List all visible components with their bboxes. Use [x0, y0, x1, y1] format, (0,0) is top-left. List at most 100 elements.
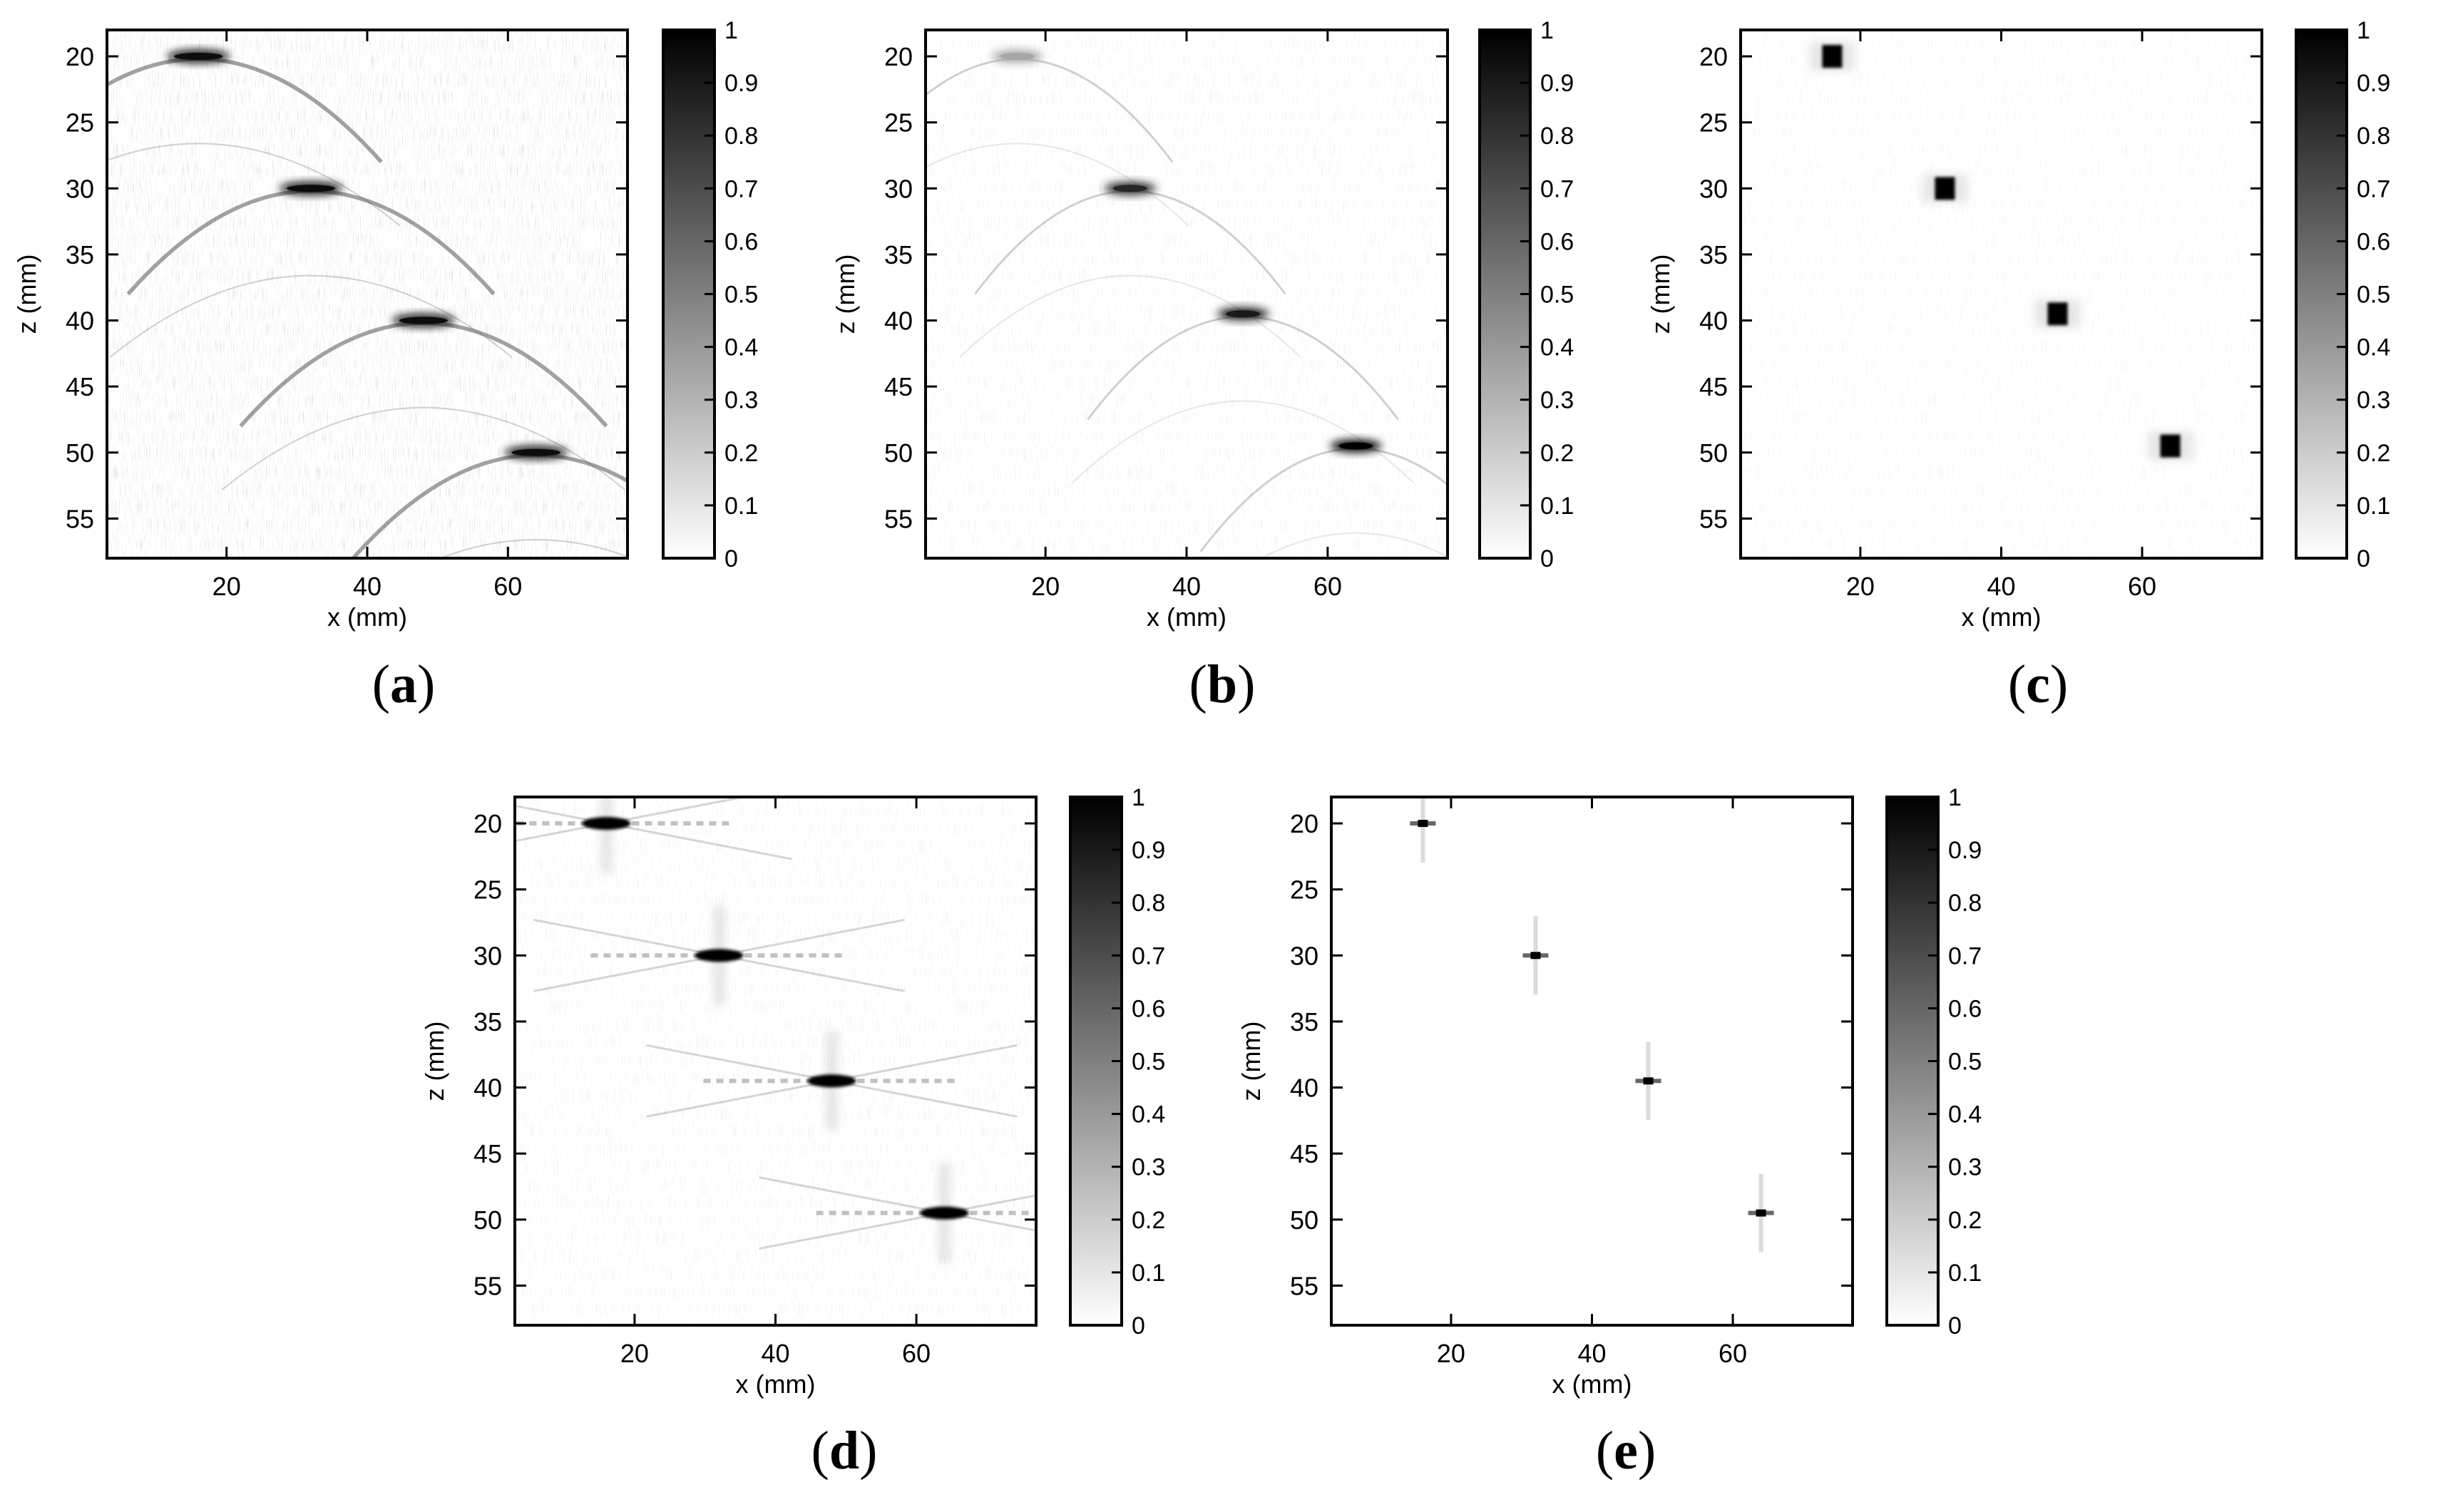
scatterer-c-3 [2034, 299, 2081, 329]
y-tick-label: 45 [1290, 1139, 1318, 1168]
x-axis-label: x (mm) [1552, 1369, 1632, 1399]
colorbar-tick-label: 0.9 [724, 70, 758, 97]
colorbar-tick-label: 0.9 [1948, 837, 1982, 864]
y-tick-label: 45 [1699, 372, 1728, 401]
x-tick-label: 20 [212, 572, 241, 601]
y-tick-label: 55 [1290, 1271, 1318, 1300]
y-tick-label: 25 [884, 108, 913, 138]
y-tick-label: 50 [473, 1205, 502, 1235]
y-axis-label: z (mm) [831, 254, 860, 334]
panel-label: (a) [372, 654, 436, 714]
colorbar-tick-label: 1 [1540, 17, 1554, 44]
colorbar-tick-label: 0.1 [1132, 1260, 1165, 1287]
y-tick-label: 50 [1699, 438, 1728, 468]
panel-label: (b) [1189, 654, 1256, 714]
colorbar-tick-label: 0.5 [1948, 1049, 1982, 1076]
colorbar-tick-label: 0.9 [1540, 70, 1574, 97]
y-tick-label: 50 [66, 438, 94, 468]
scatterer-d-4 [759, 1163, 1036, 1263]
colorbar-tick-label: 0.4 [724, 334, 758, 361]
x-tick-label: 60 [493, 572, 522, 601]
panel-d: 20 40 60 20 25 30 35 40 45 50 55 x (mm) z (mm) 0 0.1 0.… [420, 784, 1165, 1481]
colorbar-tick-label: 0.2 [1540, 440, 1574, 467]
panel-label: (e) [1596, 1421, 1656, 1481]
scatterer-e-3 [1635, 1042, 1661, 1121]
y-tick-label: 35 [884, 240, 913, 269]
colorbar-tick-label: 0.2 [1132, 1207, 1165, 1234]
colorbar: 0 0.1 0.2 0.3 0.4 0.5 0.6 0.7 0.8 0.9 1 [1478, 17, 1574, 572]
colorbar-tick-label: 0.4 [1948, 1101, 1982, 1128]
panel-b: 20 40 60 20 25 30 35 40 45 50 55 x (mm) z (mm) 0 0.1 0.… [831, 17, 1574, 714]
scatterer-a-2 [109, 182, 513, 359]
y-tick-label: 35 [473, 1007, 502, 1037]
x-axis-label: x (mm) [1147, 602, 1226, 632]
y-tick-label: 25 [1699, 108, 1728, 138]
y-tick-label: 45 [884, 372, 913, 401]
y-axis-label: z (mm) [420, 1022, 449, 1101]
colorbar-tick-label: 0 [1132, 1312, 1145, 1339]
colorbar-tick-label: 0.4 [1132, 1101, 1165, 1128]
scatterer-d-3 [646, 1031, 1018, 1131]
colorbar-tick-label: 0.7 [1948, 942, 1982, 970]
colorbar-tick-label: 0.2 [724, 440, 758, 467]
colorbar-tick-label: 0.7 [1540, 175, 1574, 202]
colorbar-tick-label: 0.6 [1132, 995, 1165, 1022]
colorbar-tick-label: 0 [1540, 545, 1554, 572]
x-tick-label: 60 [902, 1339, 931, 1368]
y-tick-label: 50 [884, 438, 913, 468]
colorbar-tick-label: 0.1 [724, 493, 758, 520]
colorbar-tick-label: 0.3 [2357, 387, 2390, 414]
colorbar-tick-label: 0.8 [2357, 123, 2390, 150]
y-tick-label: 20 [884, 42, 913, 71]
y-tick-label: 25 [473, 875, 502, 905]
y-tick-label: 40 [884, 307, 913, 336]
scatterer-d-2 [533, 905, 905, 1006]
colorbar-tick-label: 0.1 [1540, 493, 1574, 520]
colorbar-tick-label: 0.7 [1132, 942, 1165, 970]
x-tick-label: 60 [1313, 572, 1342, 601]
colorbar-tick-label: 0.5 [1540, 282, 1574, 309]
y-tick-label: 55 [66, 504, 94, 533]
scatterer-a-3 [222, 314, 625, 490]
colorbar-tick-label: 1 [1132, 784, 1145, 811]
scatterer-c-2 [1922, 174, 1968, 203]
colorbar-tick-label: 0.1 [1948, 1260, 1982, 1287]
colorbar-tick-label: 0.8 [1540, 123, 1574, 150]
y-tick-label: 25 [66, 108, 94, 138]
y-tick-label: 30 [1699, 174, 1728, 203]
y-tick-label: 35 [1290, 1007, 1318, 1037]
scatterer-a-1 [107, 50, 401, 226]
colorbar-tick-label: 0.6 [2357, 228, 2390, 255]
colorbar: 0 0.1 0.2 0.3 0.4 0.5 0.6 0.7 0.8 0.9 1 [1069, 784, 1165, 1339]
colorbar-tick-label: 0.4 [2357, 334, 2390, 361]
x-tick-label: 40 [761, 1339, 789, 1368]
colorbar: 0 0.1 0.2 0.3 0.4 0.5 0.6 0.7 0.8 0.9 1 [1885, 784, 1982, 1339]
x-tick-label: 60 [1719, 1339, 1747, 1368]
colorbar-tick-label: 0 [724, 545, 738, 572]
y-tick-label: 55 [884, 504, 913, 533]
panel-label: (d) [811, 1421, 878, 1481]
y-tick-label: 30 [1290, 941, 1318, 970]
colorbar-tick-label: 0.5 [1132, 1049, 1165, 1076]
colorbar-tick-label: 0.9 [2357, 70, 2390, 97]
panel-c: 20 40 60 20 25 30 35 40 45 50 55 x (mm) z (mm) 0 0.1 0.… [1646, 17, 2390, 714]
x-tick-label: 40 [1987, 572, 2015, 601]
colorbar: 0 0.1 0.2 0.3 0.4 0.5 0.6 0.7 0.8 0.9 1 [2295, 17, 2390, 572]
scatterer-a-4 [352, 446, 628, 558]
scatterer-e-1 [1410, 797, 1436, 863]
y-axis-label: z (mm) [12, 254, 41, 334]
colorbar: 0 0.1 0.2 0.3 0.4 0.5 0.6 0.7 0.8 0.9 1 [662, 17, 758, 572]
colorbar-tick-label: 0.9 [1132, 837, 1165, 864]
colorbar-tick-label: 1 [2357, 17, 2370, 44]
scatterer-c-1 [1809, 42, 1855, 71]
x-axis-label: x (mm) [736, 1369, 816, 1399]
x-tick-label: 40 [1172, 572, 1201, 601]
colorbar-tick-label: 0.4 [1540, 334, 1574, 361]
y-tick-label: 50 [1290, 1205, 1318, 1235]
x-axis-label: x (mm) [327, 602, 407, 632]
colorbar-tick-label: 1 [724, 17, 738, 44]
image-area [1331, 797, 1853, 1325]
y-tick-label: 25 [1290, 875, 1318, 905]
